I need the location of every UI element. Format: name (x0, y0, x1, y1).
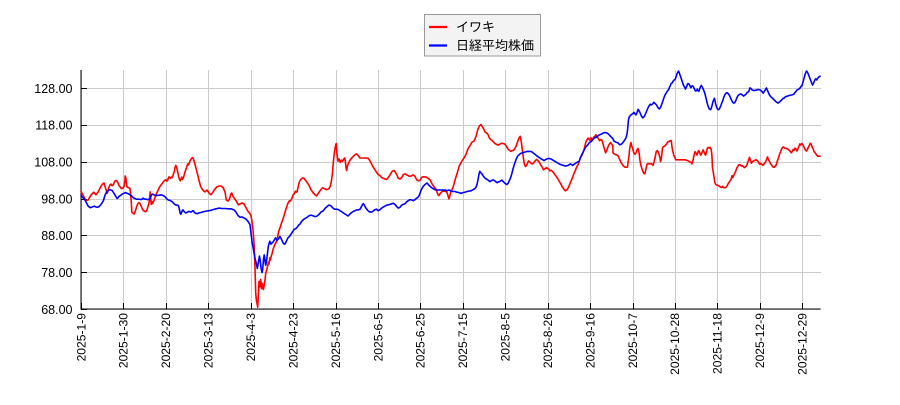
svg-text:2025-12-9: 2025-12-9 (753, 313, 767, 368)
svg-text:2025-1-9: 2025-1-9 (74, 313, 88, 362)
svg-text:2025-11-18: 2025-11-18 (711, 313, 725, 374)
svg-text:2025-1-30: 2025-1-30 (117, 313, 131, 368)
svg-text:118.00: 118.00 (35, 119, 72, 133)
svg-text:2025-9-16: 2025-9-16 (583, 313, 597, 368)
svg-text:2025-2-20: 2025-2-20 (159, 313, 173, 368)
svg-text:2025-5-16: 2025-5-16 (329, 313, 343, 368)
svg-text:88.00: 88.00 (41, 229, 72, 243)
svg-text:2025-10-28: 2025-10-28 (668, 313, 682, 375)
svg-text:108.00: 108.00 (34, 156, 72, 170)
svg-text:2025-6-25: 2025-6-25 (414, 313, 428, 368)
svg-text:2025-4-3: 2025-4-3 (244, 313, 258, 362)
svg-text:2025-6-5: 2025-6-5 (371, 313, 385, 362)
svg-text:2025-4-23: 2025-4-23 (286, 313, 300, 368)
svg-text:2025-8-5: 2025-8-5 (499, 313, 513, 362)
svg-text:98.00: 98.00 (41, 192, 72, 206)
svg-text:2025-12-29: 2025-12-29 (796, 313, 810, 375)
svg-text:2025-8-26: 2025-8-26 (541, 313, 555, 368)
svg-text:128.00: 128.00 (34, 82, 72, 96)
svg-text:78.00: 78.00 (41, 266, 72, 280)
svg-text:2025-7-15: 2025-7-15 (456, 313, 470, 368)
svg-text:68.00: 68.00 (41, 303, 72, 317)
svg-text:2025-10-7: 2025-10-7 (626, 313, 640, 368)
svg-text:2025-3-13: 2025-3-13 (202, 313, 216, 368)
